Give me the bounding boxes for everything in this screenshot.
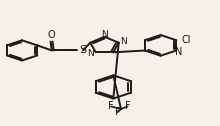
Text: S: S	[79, 45, 86, 55]
Text: O: O	[47, 30, 55, 40]
Text: F: F	[115, 107, 121, 117]
Text: N: N	[120, 37, 127, 46]
Text: F: F	[125, 101, 130, 112]
Text: N: N	[101, 30, 108, 39]
Text: F: F	[108, 101, 114, 112]
Text: N: N	[175, 47, 182, 57]
Text: N: N	[88, 49, 94, 58]
Text: Cl: Cl	[182, 35, 191, 45]
